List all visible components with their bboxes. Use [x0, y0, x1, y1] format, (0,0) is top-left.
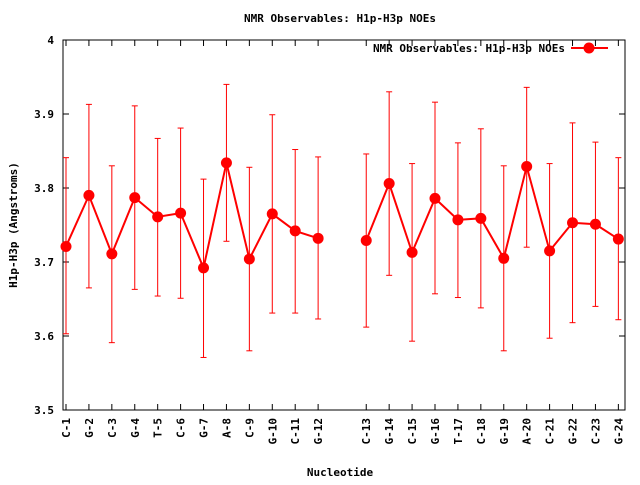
data-point [452, 214, 464, 226]
data-point [312, 232, 324, 244]
x-tick-label: C-3 [106, 418, 119, 438]
y-tick-label: 3.8 [34, 182, 54, 195]
series-layer [60, 83, 624, 358]
legend-label: NMR Observables: H1p-H3p NOEs [373, 42, 565, 55]
x-axis-label: Nucleotide [307, 466, 374, 479]
x-tick-label: G-14 [383, 418, 396, 445]
legend: NMR Observables: H1p-H3p NOEs [373, 42, 608, 55]
data-point [612, 233, 624, 245]
data-point [129, 192, 141, 204]
data-point [220, 157, 232, 169]
data-point [521, 161, 533, 173]
y-axis: 3.5 3.6 3.7 3.8 3.9 4 [34, 34, 625, 417]
x-tick-label: C-1 [60, 418, 73, 438]
data-point [406, 246, 418, 258]
x-tick-label: A-8 [220, 418, 233, 438]
y-tick-label: 3.9 [34, 108, 54, 121]
x-tick-label: C-23 [589, 418, 602, 445]
data-point [429, 192, 441, 204]
y-tick-label: 3.5 [34, 404, 54, 417]
data-point [106, 248, 118, 260]
x-tick-label: G-12 [312, 418, 325, 445]
chart-title: NMR Observables: H1p-H3p NOEs [244, 12, 436, 25]
data-point [567, 217, 579, 229]
x-tick-label: G-10 [266, 418, 279, 445]
data-point [152, 211, 164, 223]
data-point [60, 240, 72, 252]
x-tick-label: G-7 [198, 418, 211, 438]
x-tick-label: G-16 [429, 418, 442, 445]
x-tick-label: C-11 [289, 418, 302, 445]
y-tick-label: 3.7 [34, 256, 54, 269]
x-tick-label: C-15 [406, 418, 419, 445]
data-point [289, 225, 301, 237]
y-axis-label: H1p-H3p (Angstroms) [7, 162, 20, 288]
y-tick-label: 4 [47, 34, 54, 47]
data-point [544, 245, 556, 257]
data-point [243, 253, 255, 265]
x-tick-label: C-18 [475, 418, 488, 445]
legend-marker-swatch [583, 42, 595, 54]
x-tick-label: G-22 [567, 418, 580, 445]
data-point [175, 207, 187, 219]
x-tick-label: G-2 [83, 418, 96, 438]
x-tick-label: G-19 [498, 418, 511, 445]
data-point [266, 208, 278, 220]
data-point [360, 235, 372, 247]
x-tick-label: T-17 [452, 418, 465, 445]
x-tick-label: T-5 [152, 418, 165, 438]
x-tick-label: C-9 [243, 418, 256, 438]
x-tick-label: C-13 [360, 418, 373, 445]
x-tick-label: G-4 [129, 418, 142, 438]
data-point [198, 262, 210, 274]
data-point [83, 189, 95, 201]
x-tick-label: C-21 [544, 418, 557, 445]
data-point [498, 252, 510, 264]
x-tick-label: G-24 [612, 418, 625, 445]
x-tick-label: A-20 [521, 418, 534, 445]
x-tick-label: C-6 [175, 418, 188, 438]
data-point [383, 178, 395, 190]
data-point [475, 212, 487, 224]
x-axis: C-1 G-2 C-3 G-4 T-5 C-6 G-7 A-8 C-9 G-10 C-11 G-12 C… [60, 40, 625, 445]
data-point [589, 218, 601, 230]
plot-frame [62, 39, 626, 411]
y-tick-label: 3.6 [34, 330, 54, 343]
